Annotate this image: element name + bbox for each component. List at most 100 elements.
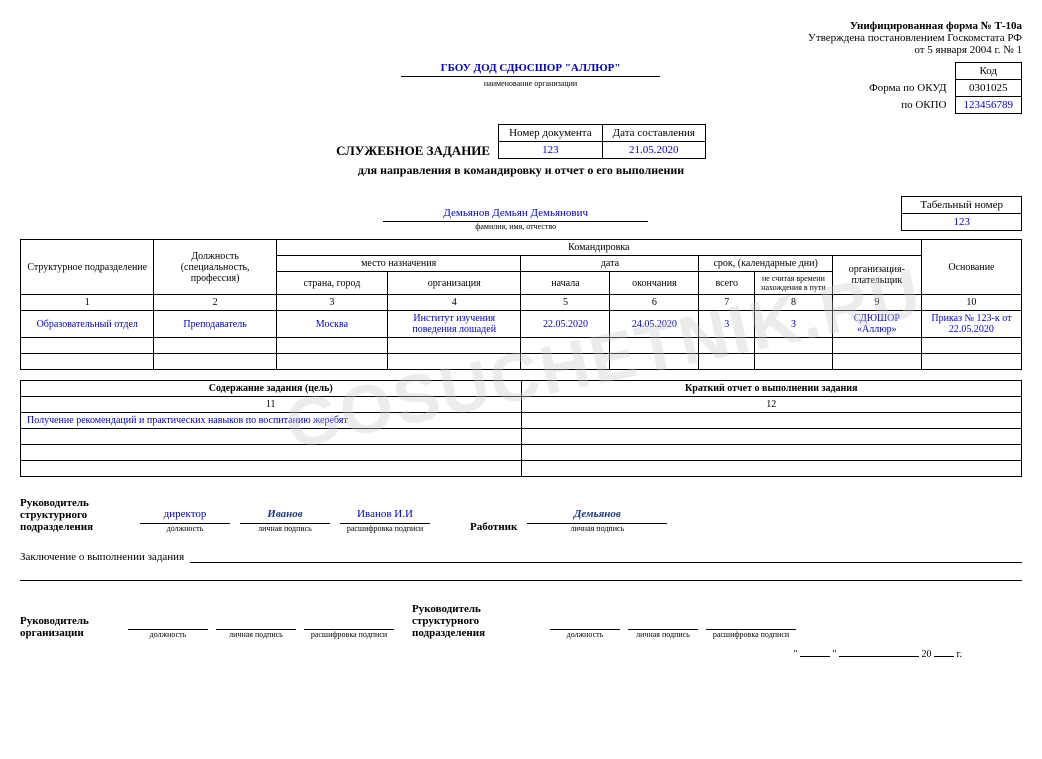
h-start: начала bbox=[521, 272, 610, 295]
conclusion-label: Заключение о выполнении задания bbox=[20, 551, 184, 563]
s2-dec1 bbox=[304, 614, 394, 630]
r-unit: Образовательный отдел bbox=[21, 311, 154, 338]
date-line: от 5 января 2004 г. № 1 bbox=[20, 44, 1022, 56]
task-table: Содержание задания (цель) Краткий отчет … bbox=[20, 380, 1022, 477]
task-content: Получение рекомендаций и практических на… bbox=[21, 413, 522, 429]
h-notravel: не считая времени нахождения в пути bbox=[755, 272, 833, 295]
coln-5: 5 bbox=[521, 295, 610, 311]
task-content-label: Содержание задания (цель) bbox=[21, 381, 522, 397]
sign1-position-cap: должность bbox=[140, 524, 230, 533]
date-g: г. bbox=[957, 649, 962, 660]
s2-sign2 bbox=[628, 614, 698, 630]
code-table: Код Форма по ОКУД0301025 по ОКПО12345678… bbox=[861, 62, 1022, 114]
h-total: всего bbox=[699, 272, 755, 295]
fio-name: Демьянов Демьян Демьянович bbox=[383, 207, 648, 222]
coln-9: 9 bbox=[832, 295, 921, 311]
r-payer: СДЮШОР «Аллюр» bbox=[832, 311, 921, 338]
date-month bbox=[839, 645, 919, 657]
coln-1: 1 bbox=[21, 295, 154, 311]
s2-pos2-cap: должность bbox=[550, 630, 620, 639]
h-payer: организация-плательщик bbox=[832, 256, 921, 295]
doc-date: 21.05.2020 bbox=[602, 142, 705, 159]
okud-value: 0301025 bbox=[955, 80, 1022, 97]
coln-10: 10 bbox=[921, 295, 1021, 311]
r-position: Преподаватель bbox=[154, 311, 276, 338]
task-col12: 12 bbox=[521, 397, 1022, 413]
coln-8: 8 bbox=[755, 295, 833, 311]
sign1-decode: Иванов И.И bbox=[340, 508, 430, 524]
h-trip: Командировка bbox=[276, 240, 921, 256]
sign1-sign: Иванов bbox=[240, 508, 330, 524]
doc-date-label: Дата составления bbox=[602, 125, 705, 142]
conclusion-line bbox=[190, 549, 1022, 563]
code-header: Код bbox=[955, 63, 1022, 80]
r-start: 22.05.2020 bbox=[521, 311, 610, 338]
s2-dec1-cap: расшифровка подписи bbox=[304, 630, 394, 639]
org-caption: наименование организации bbox=[200, 79, 861, 88]
task-col11: 11 bbox=[21, 397, 522, 413]
h-position: Должность (специальность, профессия) bbox=[154, 240, 276, 295]
h-term: срок, (календарные дни) bbox=[699, 256, 832, 272]
r-country: Москва bbox=[276, 311, 387, 338]
tabnum-value: 123 bbox=[902, 214, 1022, 231]
doc-title: СЛУЖЕБНОЕ ЗАДАНИЕ bbox=[336, 143, 490, 159]
h-end: окончания bbox=[610, 272, 699, 295]
sign2-org-label: Руководитель организации bbox=[20, 615, 120, 639]
date-day bbox=[800, 645, 830, 657]
h-country: страна, город bbox=[276, 272, 387, 295]
s2-sign2-cap: личная подпись bbox=[628, 630, 698, 639]
coln-3: 3 bbox=[276, 295, 387, 311]
s2-sign1-cap: личная подпись bbox=[216, 630, 296, 639]
r-total: 3 bbox=[699, 311, 755, 338]
h-dest: место назначения bbox=[276, 256, 521, 272]
sign1-decode-cap: расшифровка подписи bbox=[340, 524, 430, 533]
conclusion-row: Заключение о выполнении задания bbox=[20, 549, 1022, 563]
org-name: ГБОУ ДОД СДЮСШОР "АЛЛЮР" bbox=[401, 62, 661, 77]
sign-block-1: Руководитель структурного подразделения … bbox=[20, 497, 1022, 533]
r-org: Институт изучения поведения лошадей bbox=[388, 311, 521, 338]
r-basis: Приказ № 123-к от 22.05.2020 bbox=[921, 311, 1021, 338]
sign1-head-label: Руководитель структурного подразделения bbox=[20, 497, 130, 533]
approved-line: Утверждена постановлением Госкомстата РФ bbox=[20, 32, 1022, 44]
okpo-label: по ОКПО bbox=[861, 97, 955, 114]
h-unit: Структурное подразделение bbox=[21, 240, 154, 295]
coln-6: 6 bbox=[610, 295, 699, 311]
doc-subtitle: для направления в командировку и отчет о… bbox=[20, 163, 1022, 178]
form-info: Унифицированная форма № Т-10а Утверждена… bbox=[20, 20, 1022, 56]
s2-pos1 bbox=[128, 614, 208, 630]
sign1-worker-sign-cap: личная подпись bbox=[527, 524, 667, 533]
doc-num: 123 bbox=[499, 142, 603, 159]
fio-caption: фамилия, имя, отчество bbox=[146, 222, 885, 231]
form-line: Унифицированная форма № Т-10а bbox=[20, 20, 1022, 32]
s2-dec2 bbox=[706, 614, 796, 630]
coln-2: 2 bbox=[154, 295, 276, 311]
s2-pos2 bbox=[550, 614, 620, 630]
sign1-position: директор bbox=[140, 508, 230, 524]
sign1-worker-label: Работник bbox=[470, 521, 517, 533]
coln-4: 4 bbox=[388, 295, 521, 311]
h-basis: Основание bbox=[921, 240, 1021, 295]
fio-block: Демьянов Демьян Демьянович фамилия, имя,… bbox=[146, 207, 885, 231]
s2-sign1 bbox=[216, 614, 296, 630]
tabnum-label: Табельный номер bbox=[902, 197, 1022, 214]
r-notravel: 3 bbox=[755, 311, 833, 338]
main-table: Структурное подразделение Должность (спе… bbox=[20, 239, 1022, 370]
date-20: 20 bbox=[922, 649, 932, 660]
tabnum-table: Табельный номер 123 bbox=[901, 196, 1022, 231]
sign-block-2: Руководитель организации должность лична… bbox=[20, 603, 1022, 639]
h-dates: дата bbox=[521, 256, 699, 272]
sign2-unit-label: Руководитель структурного подразделения bbox=[412, 603, 542, 639]
sign1-worker-sign: Демьянов bbox=[527, 508, 667, 524]
sign1-sign-cap: личная подпись bbox=[240, 524, 330, 533]
okpo-value: 123456789 bbox=[955, 97, 1022, 114]
s2-pos1-cap: должность bbox=[128, 630, 208, 639]
task-report-label: Краткий отчет о выполнении задания bbox=[521, 381, 1022, 397]
date-year bbox=[934, 645, 954, 657]
r-end: 24.05.2020 bbox=[610, 311, 699, 338]
conclusion-line2 bbox=[20, 567, 1022, 581]
doc-num-table: Номер документа Дата составления 123 21.… bbox=[498, 124, 706, 159]
doc-num-label: Номер документа bbox=[499, 125, 603, 142]
org-block: ГБОУ ДОД СДЮСШОР "АЛЛЮР" наименование ор… bbox=[200, 62, 861, 88]
s2-dec2-cap: расшифровка подписи bbox=[706, 630, 796, 639]
okud-label: Форма по ОКУД bbox=[861, 80, 955, 97]
